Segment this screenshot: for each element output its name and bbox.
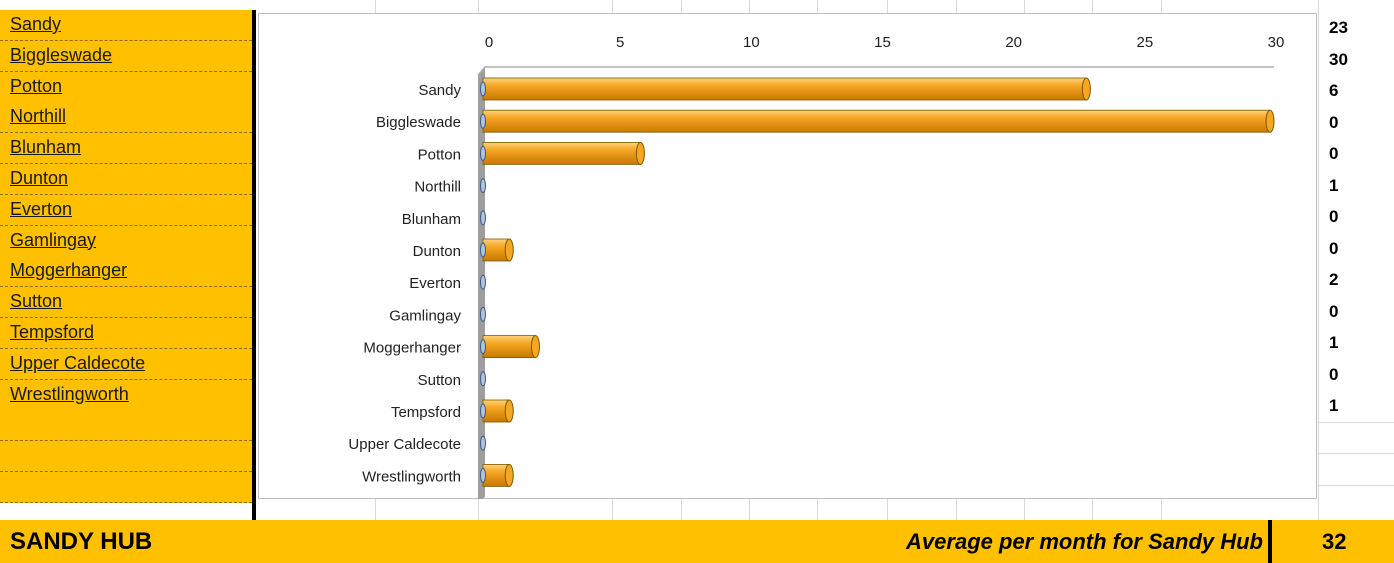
bar xyxy=(480,238,514,262)
bar xyxy=(480,399,514,423)
town-value: 23 xyxy=(1329,18,1348,37)
town-name[interactable]: Everton xyxy=(10,198,73,219)
hub-title: SANDY HUB xyxy=(10,528,153,555)
bar xyxy=(480,435,486,451)
town-cell: Everton xyxy=(0,194,252,226)
category-label: Sutton xyxy=(418,372,461,389)
x-tick-label: 30 xyxy=(1268,34,1285,51)
town-cell: Biggleswade xyxy=(0,40,252,72)
x-tick-label: 15 xyxy=(874,34,891,51)
town-name[interactable]: Moggerhanger xyxy=(10,260,128,281)
average-value: 32 xyxy=(1322,529,1347,554)
town-cell: Dunton xyxy=(0,164,252,195)
town-value: 30 xyxy=(1329,49,1348,69)
town-value: 6 xyxy=(1329,81,1339,100)
bar xyxy=(480,274,486,290)
town-cell: Potton xyxy=(0,71,252,103)
town-cell: Gamlingay xyxy=(0,225,252,257)
town-cell: Sandy xyxy=(0,10,252,41)
town-cell: Wrestlingworth xyxy=(0,379,252,411)
bar xyxy=(480,210,486,226)
town-cell: Northill xyxy=(0,102,252,134)
bar xyxy=(480,77,1091,101)
category-label: Tempsford xyxy=(391,404,461,421)
bar xyxy=(480,463,514,487)
town-value: 0 xyxy=(1329,364,1339,384)
town-value: 0 xyxy=(1329,207,1339,226)
bar xyxy=(480,178,486,194)
category-label: Sandy xyxy=(418,82,461,99)
town-name[interactable]: Tempsford xyxy=(10,322,95,342)
grid-line xyxy=(1318,0,1319,520)
town-value: 2 xyxy=(1329,270,1339,289)
town-name[interactable]: Blunham xyxy=(10,137,82,158)
town-value: 0 xyxy=(1329,301,1339,321)
empty-cell xyxy=(0,472,252,503)
town-list: Sandy Biggleswade Potton Northill Blunham Dun… xyxy=(0,10,252,520)
bar xyxy=(480,371,486,387)
category-label: Moggerhanger xyxy=(363,340,461,357)
x-tick-label: 10 xyxy=(743,34,760,51)
town-name[interactable]: Dunton xyxy=(10,168,69,188)
town-value: 1 xyxy=(1329,333,1339,352)
town-cell: Moggerhanger xyxy=(0,256,252,288)
town-name[interactable]: Sandy xyxy=(10,14,62,34)
category-label: Dunton xyxy=(413,243,461,260)
town-value: 0 xyxy=(1329,112,1339,132)
footer-divider xyxy=(1268,520,1272,563)
grid-line xyxy=(1318,484,1394,486)
category-label: Gamlingay xyxy=(389,307,461,324)
chart-axis-line xyxy=(477,66,1274,76)
empty-cell xyxy=(0,441,252,473)
x-tick-label: 0 xyxy=(485,34,493,51)
category-label: Upper Caldecote xyxy=(348,436,461,453)
town-value: 0 xyxy=(1329,238,1339,258)
town-name[interactable]: Northill xyxy=(10,106,67,127)
category-label: Wrestlingworth xyxy=(362,468,461,485)
town-name[interactable]: Biggleswade xyxy=(10,44,113,65)
category-label: Everton xyxy=(409,275,461,292)
average-label: Average per month for Sandy Hub xyxy=(906,529,1263,554)
category-label: Blunham xyxy=(402,211,461,228)
column-divider xyxy=(252,10,256,563)
town-name[interactable]: Wrestlingworth xyxy=(10,383,129,404)
x-tick-label: 25 xyxy=(1136,34,1153,51)
empty-cell xyxy=(0,410,252,442)
town-value: 1 xyxy=(1329,175,1339,195)
bar xyxy=(480,109,1275,133)
x-tick-label: 5 xyxy=(616,34,624,51)
category-label: Potton xyxy=(418,146,461,163)
town-name[interactable]: Upper Caldecote xyxy=(10,352,146,373)
town-value: 0 xyxy=(1329,144,1339,163)
footer-band xyxy=(0,520,1394,563)
bar xyxy=(480,141,645,165)
town-cell: Tempsford xyxy=(0,318,252,349)
town-cell: Sutton xyxy=(0,287,252,319)
town-name[interactable]: Gamlingay xyxy=(10,229,97,250)
town-cell: Upper Caldecote xyxy=(0,348,252,380)
x-tick-label: 20 xyxy=(1005,34,1022,51)
town-name[interactable]: Sutton xyxy=(10,291,63,312)
town-name[interactable]: Potton xyxy=(10,75,63,96)
bar xyxy=(480,306,486,322)
bar xyxy=(480,335,540,359)
category-label: Biggleswade xyxy=(376,114,461,131)
category-label: Northill xyxy=(414,179,461,196)
grid-line xyxy=(1318,421,1394,423)
grid-line xyxy=(1318,453,1394,454)
town-value: 1 xyxy=(1329,396,1339,415)
bar-chart: 0 5 10 15 20 25 30 Sandy Biggleswade Potton Northi… xyxy=(348,34,1285,499)
town-cell: Blunham xyxy=(0,133,252,165)
